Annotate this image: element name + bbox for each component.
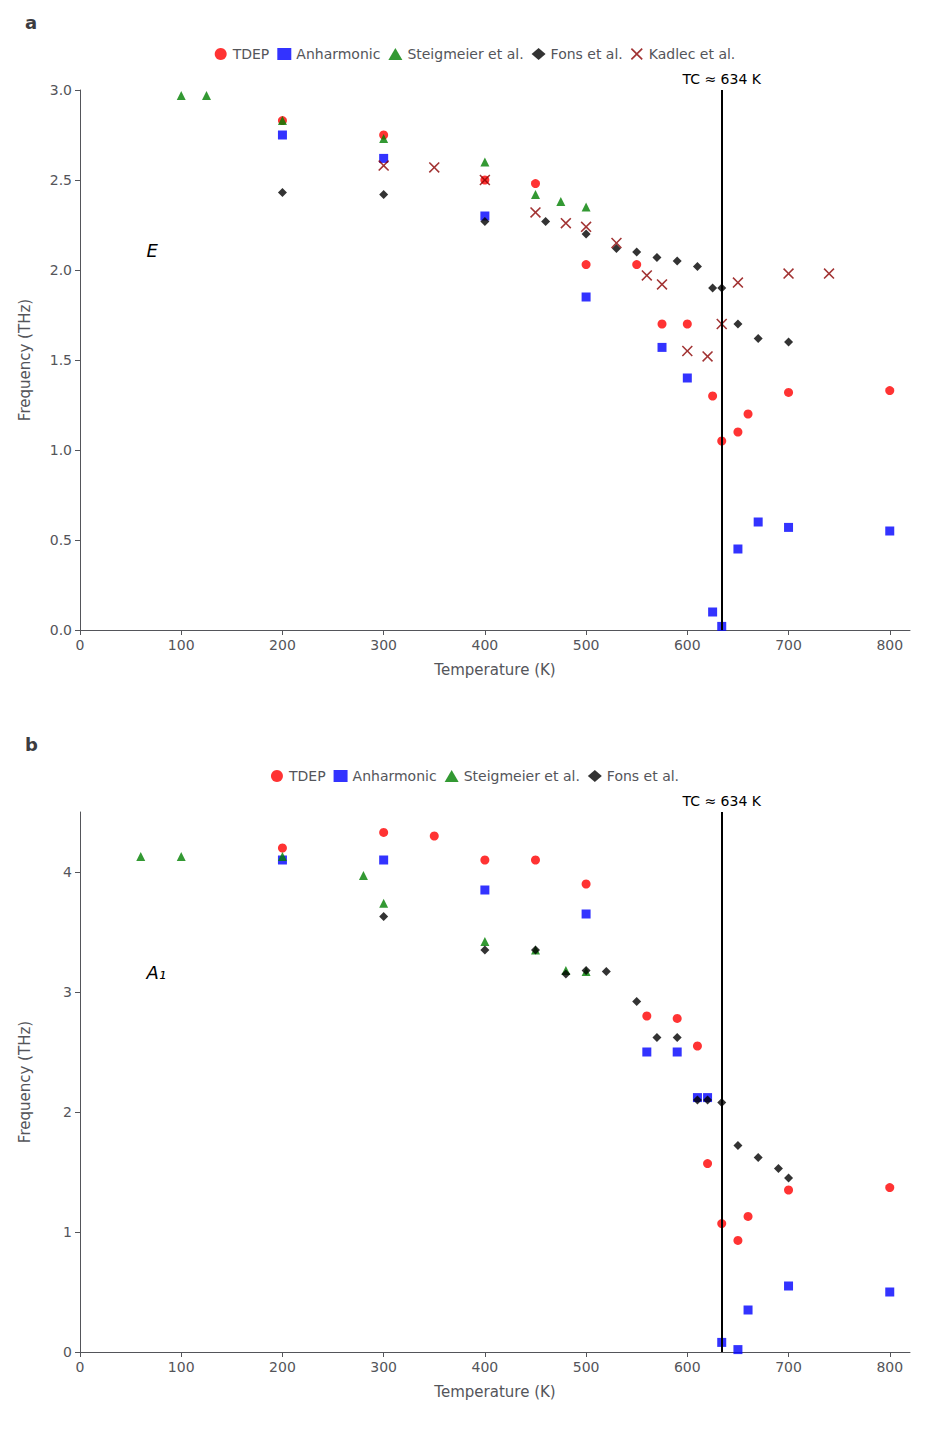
svg-text:Frequency (THz): Frequency (THz)	[16, 1021, 34, 1143]
svg-text:Temperature (K): Temperature (K)	[433, 1383, 555, 1401]
svg-text:800: 800	[876, 637, 903, 653]
svg-text:0: 0	[76, 637, 85, 653]
svg-text:Steigmeier et al.: Steigmeier et al.	[407, 46, 523, 62]
svg-text:Temperature (K): Temperature (K)	[433, 661, 555, 679]
svg-text:TC ≈ 634 K: TC ≈ 634 K	[681, 71, 761, 87]
svg-text:Anharmonic: Anharmonic	[296, 46, 380, 62]
svg-text:Kadlec et al.: Kadlec et al.	[649, 46, 736, 62]
svg-text:A₁: A₁	[145, 962, 166, 983]
svg-text:Steigmeier et al.: Steigmeier et al.	[464, 768, 580, 784]
svg-text:300: 300	[370, 637, 397, 653]
svg-text:2: 2	[63, 1104, 72, 1120]
svg-text:E: E	[146, 240, 158, 261]
svg-text:200: 200	[269, 1359, 296, 1375]
svg-text:1: 1	[63, 1224, 72, 1240]
svg-text:3: 3	[63, 984, 72, 1000]
svg-text:0: 0	[63, 1344, 72, 1360]
svg-text:100: 100	[168, 1359, 195, 1375]
svg-text:1.5: 1.5	[50, 352, 72, 368]
svg-text:200: 200	[269, 637, 296, 653]
svg-text:0.0: 0.0	[50, 622, 72, 638]
svg-text:TC ≈ 634 K: TC ≈ 634 K	[681, 793, 761, 809]
svg-text:400: 400	[472, 637, 499, 653]
svg-text:TDEP: TDEP	[288, 768, 326, 784]
svg-text:Anharmonic: Anharmonic	[353, 768, 437, 784]
svg-text:100: 100	[168, 637, 195, 653]
svg-text:500: 500	[573, 637, 600, 653]
svg-text:600: 600	[674, 1359, 701, 1375]
svg-text:500: 500	[573, 1359, 600, 1375]
svg-text:700: 700	[775, 1359, 802, 1375]
svg-text:3.0: 3.0	[50, 82, 72, 98]
svg-text:0.5: 0.5	[50, 532, 72, 548]
svg-text:Fons et al.: Fons et al.	[551, 46, 623, 62]
svg-text:0: 0	[76, 1359, 85, 1375]
svg-text:1.0: 1.0	[50, 442, 72, 458]
svg-text:300: 300	[370, 1359, 397, 1375]
svg-text:Frequency (THz): Frequency (THz)	[16, 299, 34, 421]
svg-text:a: a	[25, 12, 37, 33]
svg-text:800: 800	[876, 1359, 903, 1375]
svg-text:4: 4	[63, 864, 72, 880]
svg-text:400: 400	[472, 1359, 499, 1375]
svg-text:600: 600	[674, 637, 701, 653]
svg-text:Fons et al.: Fons et al.	[607, 768, 679, 784]
svg-text:2.5: 2.5	[50, 172, 72, 188]
svg-text:2.0: 2.0	[50, 262, 72, 278]
svg-text:TDEP: TDEP	[232, 46, 270, 62]
svg-text:b: b	[25, 734, 38, 755]
svg-text:700: 700	[775, 637, 802, 653]
